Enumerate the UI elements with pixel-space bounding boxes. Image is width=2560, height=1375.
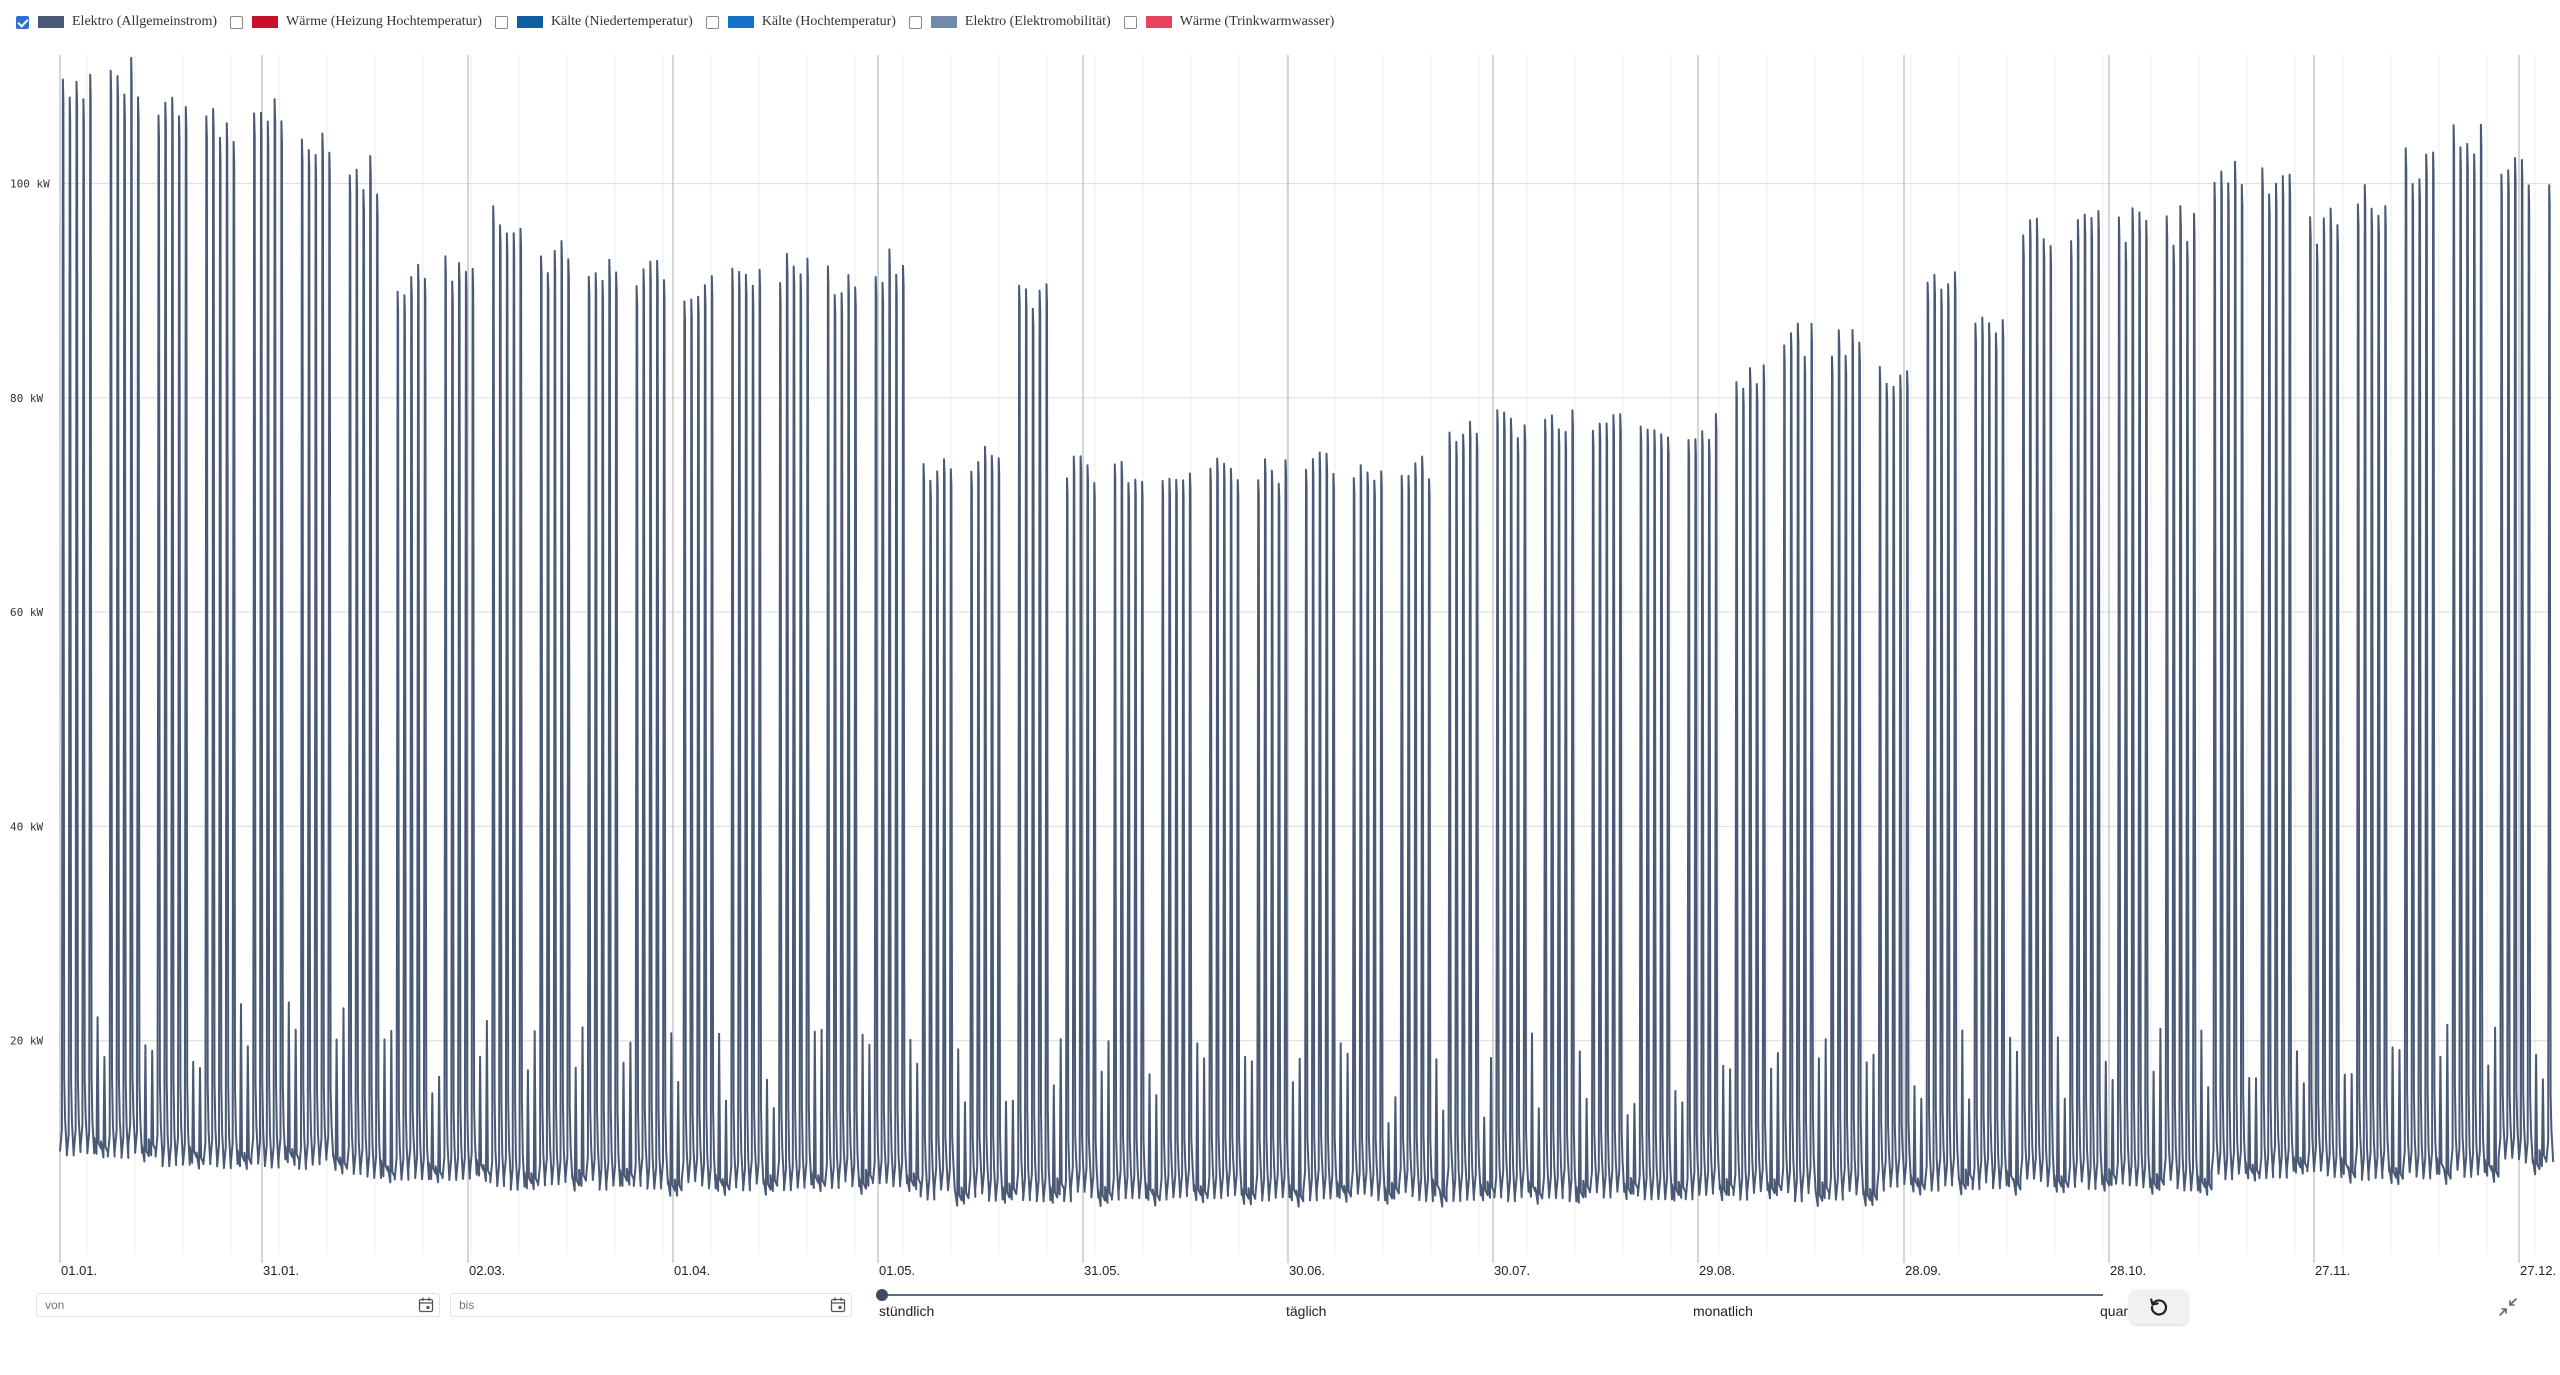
date-to-input[interactable] [451,1294,827,1316]
x-tick-label: 30.06. [1289,1263,1325,1278]
legend-label: Wärme (Heizung Hochtemperatur) [286,14,482,29]
resolution-option-daily[interactable]: täglich [1286,1303,1327,1319]
x-tick-label: 29.08. [1699,1263,1735,1278]
x-tick-label: 27.11. [2315,1263,2350,1278]
x-tick-label: 31.01. [263,1263,299,1278]
legend-label: Elektro (Allgemeinstrom) [72,14,218,29]
legend-label: Elektro (Elektromobilität) [964,14,1111,29]
legend-checkbox[interactable] [494,15,508,29]
x-tick-label: 31.05. [1084,1263,1120,1278]
legend-label: Kälte (Niedertemperatur) [550,14,693,29]
calendar-icon[interactable] [417,1296,435,1314]
legend-checkbox[interactable] [705,15,719,29]
date-from-input[interactable] [37,1294,415,1316]
legend-checkbox[interactable] [16,15,29,29]
resolution-option-quarterly[interactable]: quar [2100,1303,2129,1319]
x-tick-label: 30.07. [1494,1263,1530,1278]
legend-swatch [516,16,543,28]
y-tick-label: 60 kW [10,606,43,619]
date-from-field[interactable] [36,1293,440,1317]
resolution-slider-track[interactable] [883,1294,2103,1296]
legend-swatch [930,16,957,28]
legend-label: Wärme (Trinkwarmwasser) [1179,14,1335,29]
legend-swatch [38,16,64,28]
legend-item[interactable]: Kälte (Niedertemperatur) [494,14,693,30]
reset-button[interactable] [2130,1290,2188,1324]
legend-checkbox[interactable] [1123,15,1137,29]
y-tick-label: 80 kW [10,392,43,405]
collapse-icon[interactable] [2496,1295,2520,1319]
reset-icon [2150,1298,2168,1316]
y-tick-label: 100 kW [10,178,50,191]
legend-item[interactable]: Wärme (Heizung Hochtemperatur) [230,14,482,30]
legend-label: Kälte (Hochtemperatur) [761,14,896,29]
legend-checkbox[interactable] [908,15,922,29]
legend-item[interactable]: Wärme (Trinkwarmwasser) [1123,14,1335,30]
x-tick-label: 02.03. [469,1263,505,1278]
x-tick-label: 01.04. [674,1263,710,1278]
legend-swatch [252,16,279,28]
load-profile-chart: 20 kW 40 kW 60 kW 80 kW 100 kW 01.01. 31.01. 02… [10,55,2556,1278]
legend-item[interactable]: Elektro (Elektromobilität) [908,14,1111,30]
x-tick-label: 01.01. [61,1263,97,1278]
chart-legend: Elektro (Allgemeinstrom) Wärme (Heizung H… [16,10,1347,34]
x-tick-label: 28.10. [2110,1263,2146,1278]
resolution-option-monthly[interactable]: monatlich [1693,1303,1753,1319]
x-tick-label: 28.09. [1905,1263,1941,1278]
x-tick-label: 27.12. [2520,1263,2556,1278]
legend-swatch [1145,16,1172,28]
resolution-slider-handle[interactable] [876,1289,888,1301]
y-tick-label: 40 kW [10,820,43,833]
calendar-icon[interactable] [829,1296,847,1314]
legend-checkbox[interactable] [230,15,244,29]
date-to-field[interactable] [450,1293,852,1317]
legend-item[interactable]: Kälte (Hochtemperatur) [705,14,896,30]
legend-item[interactable]: Elektro (Allgemeinstrom) [16,14,217,30]
y-tick-label: 20 kW [10,1035,43,1048]
x-tick-label: 01.05. [879,1263,915,1278]
series-line-elektro-allgemeinstrom [59,56,2555,1208]
legend-swatch [727,16,754,28]
resolution-option-hourly[interactable]: stündlich [879,1303,935,1319]
